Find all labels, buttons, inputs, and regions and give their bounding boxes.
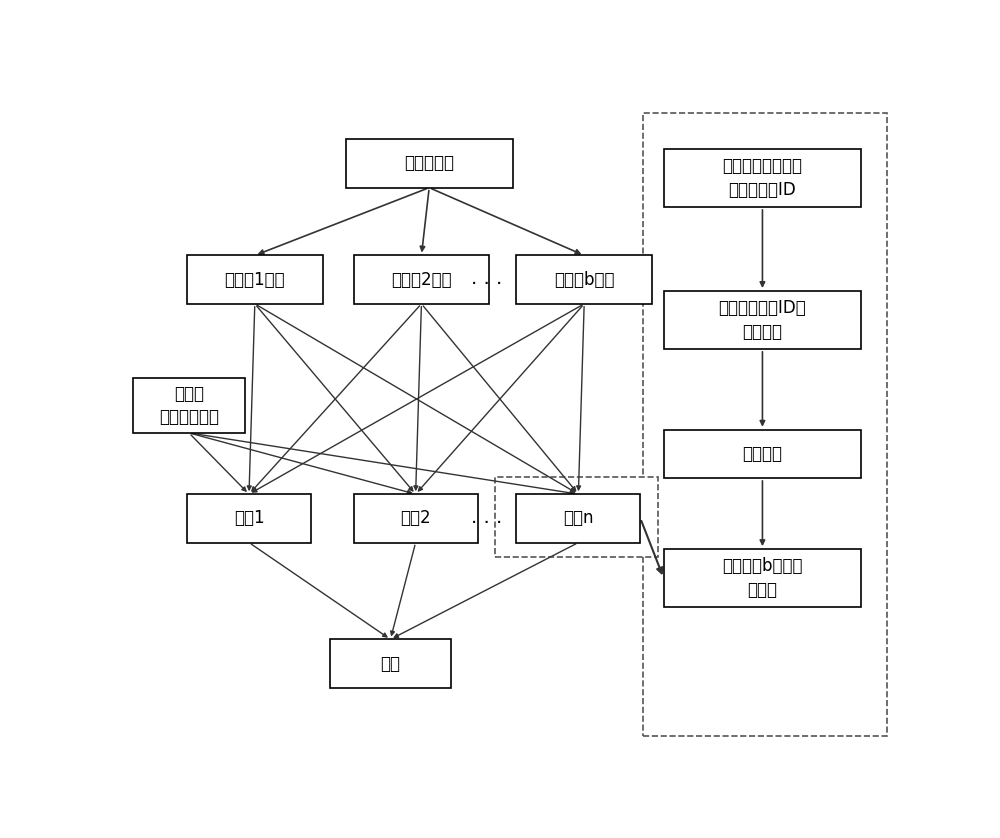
- Text: 子图像b数据: 子图像b数据: [554, 271, 614, 288]
- FancyBboxPatch shape: [495, 477, 658, 557]
- FancyBboxPatch shape: [664, 549, 861, 607]
- FancyBboxPatch shape: [664, 291, 861, 349]
- Text: . . .: . . .: [471, 269, 503, 288]
- Text: 线程2: 线程2: [400, 510, 431, 527]
- Text: 相位补偿: 相位补偿: [742, 445, 782, 463]
- FancyBboxPatch shape: [133, 378, 245, 433]
- Text: 线程n: 线程n: [563, 510, 594, 527]
- Text: 读取子图像在ID周
围的数据: 读取子图像在ID周 围的数据: [719, 299, 806, 341]
- FancyBboxPatch shape: [330, 639, 451, 688]
- FancyBboxPatch shape: [516, 494, 640, 542]
- FancyBboxPatch shape: [354, 494, 478, 542]
- FancyBboxPatch shape: [643, 113, 887, 736]
- FancyBboxPatch shape: [516, 256, 652, 304]
- Text: 计算像素点在每幅
子图像中的ID: 计算像素点在每幅 子图像中的ID: [722, 158, 802, 199]
- Text: 将得到的b个像素
值累加: 将得到的b个像素 值累加: [722, 557, 803, 599]
- FancyBboxPatch shape: [354, 256, 489, 304]
- Text: 图像: 图像: [380, 654, 400, 673]
- FancyBboxPatch shape: [346, 139, 512, 188]
- Text: . . .: . . .: [471, 508, 503, 527]
- Text: 线程1: 线程1: [234, 510, 264, 527]
- FancyBboxPatch shape: [187, 256, 323, 304]
- FancyBboxPatch shape: [664, 430, 861, 478]
- FancyBboxPatch shape: [664, 149, 861, 207]
- Text: 全局存储器: 全局存储器: [404, 154, 454, 173]
- Text: 子图像2数据: 子图像2数据: [391, 271, 452, 288]
- Text: 子图像1数据: 子图像1数据: [224, 271, 285, 288]
- FancyBboxPatch shape: [187, 494, 311, 542]
- Text: 寄存器
（线程私有）: 寄存器 （线程私有）: [159, 385, 219, 427]
